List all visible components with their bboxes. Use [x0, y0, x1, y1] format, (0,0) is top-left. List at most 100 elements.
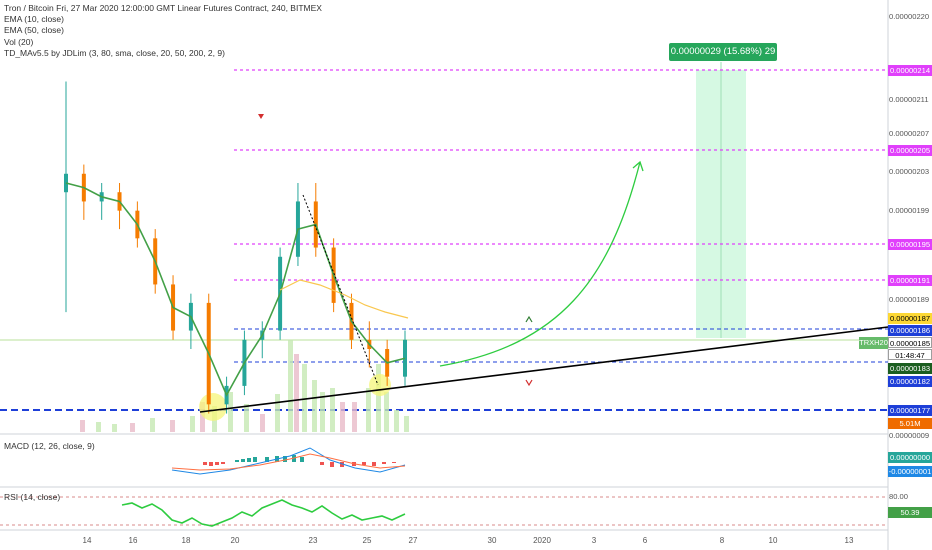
price-label: 50.39 — [888, 507, 932, 518]
macd-hist — [221, 462, 225, 464]
legend-td[interactable]: TD_MAv5.5 by JDLim (3, 80, sma, close, 2… — [4, 47, 225, 58]
price-label: 0.00000195 — [888, 239, 932, 250]
macd-hist — [215, 462, 219, 465]
macd-hist — [247, 458, 251, 462]
volume-bar — [366, 388, 371, 432]
time-tick: 27 — [408, 536, 418, 545]
trend-line — [199, 326, 889, 413]
volume-bar — [130, 423, 135, 432]
volume-bar — [96, 422, 101, 432]
legend-vol[interactable]: Vol (20) — [4, 36, 34, 47]
volume-bar — [330, 388, 335, 432]
symbol-tag: TRXH20 — [859, 337, 888, 349]
macd-hist — [362, 462, 366, 465]
time-tick: 6 — [642, 536, 648, 545]
sell-marker — [525, 379, 533, 387]
chart-legend: Tron / Bitcoin Fri, 27 Mar 2020 12:00:00… — [4, 3, 322, 59]
highlight-circle — [369, 374, 391, 396]
projection-path — [439, 161, 641, 367]
volume-bar — [200, 402, 205, 432]
volume-bar — [80, 420, 85, 432]
macd-hist — [283, 456, 287, 462]
volume-bar — [294, 354, 299, 432]
legend-rsi[interactable]: RSI (14, close) — [4, 492, 61, 502]
rsi-line — [121, 499, 406, 527]
price-label: 0.00000205 — [888, 145, 932, 156]
buy-marker — [525, 315, 533, 323]
volume-bar — [244, 404, 249, 432]
volume-bar — [404, 416, 409, 432]
price-label: 0.00000183 — [888, 363, 932, 374]
volume-bar — [228, 392, 233, 432]
time-tick: 16 — [128, 536, 138, 545]
price-label: 01:48:47 — [888, 349, 932, 360]
macd-hist — [330, 462, 334, 467]
macd-hist — [265, 457, 269, 462]
ema50-line — [279, 279, 409, 319]
volume-bar — [312, 380, 317, 432]
price-label: 0.00000187 — [888, 313, 932, 324]
time-tick: 25 — [362, 536, 372, 545]
highlight-circle — [199, 393, 227, 421]
macd-hist — [203, 462, 207, 465]
price-tick: 0.00000220 — [889, 12, 930, 21]
measure-badge: 0.00000029 (15.68%) 29 — [669, 43, 777, 61]
macd-signal — [171, 453, 406, 471]
price-label: 0.00000214 — [888, 65, 932, 76]
price-label: 0.00000000 — [888, 452, 932, 463]
price-label: 0.00000186 — [888, 325, 932, 336]
macd-hist — [241, 459, 245, 462]
volume-bar — [288, 340, 293, 432]
time-tick: 18 — [181, 536, 191, 545]
time-tick: 2020 — [533, 536, 551, 545]
volume-bar — [275, 394, 280, 432]
volume-bar — [190, 416, 195, 432]
macd-hist — [392, 462, 396, 463]
price-label: 0.00000182 — [888, 376, 932, 387]
volume-bar — [112, 424, 117, 432]
legend-ema50[interactable]: EMA (50, close) — [4, 25, 64, 36]
price-label: 5.01M — [888, 418, 932, 429]
legend-macd[interactable]: MACD (12, 26, close, 9) — [4, 441, 95, 451]
time-tick: 30 — [487, 536, 497, 545]
projection-arrowhead — [632, 160, 644, 172]
legend-title: Tron / Bitcoin Fri, 27 Mar 2020 12:00:00… — [4, 3, 322, 13]
price-label: 0.00000191 — [888, 275, 932, 286]
volume-bar — [260, 414, 265, 432]
volume-bar — [394, 410, 399, 432]
volume-bar — [352, 402, 357, 432]
price-label: -0.00000001 — [888, 466, 932, 477]
price-tick: 0.00000199 — [889, 206, 930, 215]
volume-bar — [302, 364, 307, 432]
volume-bar — [150, 418, 155, 432]
price-tick: 0.00000211 — [889, 95, 929, 104]
macd-hist — [235, 460, 239, 462]
macd-hist — [382, 462, 386, 464]
volume-bar — [340, 402, 345, 432]
price-tick: 0.00000207 — [889, 129, 930, 138]
price-label: 0.00000177 — [888, 405, 932, 416]
time-tick: 8 — [719, 536, 725, 545]
time-tick: 3 — [591, 536, 597, 545]
price-tick: 80.00 — [889, 492, 909, 501]
volume-bar — [376, 364, 381, 432]
macd-hist — [340, 462, 344, 467]
time-tick: 13 — [844, 536, 854, 545]
macd-hist — [253, 457, 257, 462]
price-tick: 0.00000009 — [889, 431, 930, 440]
macd-hist — [209, 462, 213, 466]
macd-hist — [320, 462, 324, 465]
legend-ema10[interactable]: EMA (10, close) — [4, 14, 64, 25]
macd-hist — [300, 457, 304, 462]
time-tick: 14 — [82, 536, 92, 545]
macd-hist — [372, 462, 376, 466]
price-tick: 0.00000203 — [889, 167, 930, 176]
macd-line — [171, 447, 406, 475]
time-tick: 20 — [230, 536, 240, 545]
sell-marker — [258, 114, 264, 119]
volume-bar — [320, 392, 325, 432]
volume-bar — [170, 420, 175, 432]
time-tick: 23 — [308, 536, 318, 545]
